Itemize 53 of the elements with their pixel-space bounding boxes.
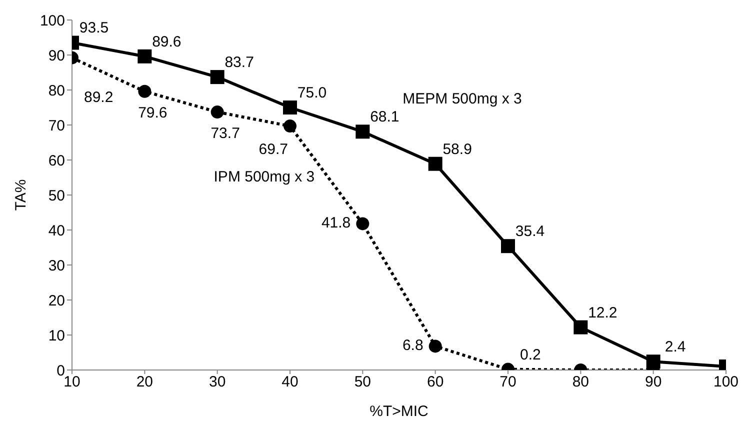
data-label: 2.4 <box>664 338 686 356</box>
x-tick-label: 90 <box>644 374 662 391</box>
x-tick-label: 50 <box>354 374 372 391</box>
data-label: 89.2 <box>84 88 114 106</box>
y-tick-label: 30 <box>48 257 65 274</box>
x-tick-label: 40 <box>282 374 298 391</box>
data-label: 79.6 <box>138 104 168 122</box>
x-axis-title: %T>MIC <box>370 403 429 420</box>
y-tick-label: 80 <box>48 82 65 100</box>
point <box>283 100 297 114</box>
y-tick-label: 90 <box>48 47 65 64</box>
point <box>428 156 442 171</box>
data-label: 12.2 <box>588 304 618 322</box>
data-label: 69.7 <box>258 141 288 158</box>
data-label: 58.9 <box>442 140 472 158</box>
y-tick-label: 20 <box>48 292 65 310</box>
y-tick-label: 100 <box>40 12 65 30</box>
point <box>356 217 370 230</box>
data-label: 41.8 <box>321 214 351 232</box>
data-label: 83.7 <box>224 54 254 72</box>
point <box>138 84 152 98</box>
y-tick-label: 70 <box>48 117 65 134</box>
point <box>210 106 224 119</box>
data-label: 0.2 <box>520 346 541 364</box>
point <box>138 49 152 64</box>
x-tick-label: 10 <box>64 374 80 391</box>
y-axis-title: TA% <box>12 179 30 211</box>
data-label: 68.1 <box>370 108 400 126</box>
x-tick-label: 20 <box>136 374 154 391</box>
data-label: 93.5 <box>79 20 109 37</box>
point <box>428 340 442 353</box>
point <box>501 239 515 254</box>
series-label: IPM 500mg x 3 <box>214 168 315 186</box>
x-tick-label: 80 <box>572 374 590 391</box>
data-label: 73.7 <box>210 125 240 142</box>
point <box>210 70 224 84</box>
data-label: 75.0 <box>297 84 327 102</box>
point <box>356 124 370 139</box>
y-tick-label: 50 <box>48 187 65 204</box>
data-label: 35.4 <box>515 223 545 240</box>
point <box>574 320 588 334</box>
y-tick-label: 40 <box>48 222 65 240</box>
y-tick-label: 10 <box>48 327 65 344</box>
data-label: 6.8 <box>402 337 424 354</box>
x-tick-label: 30 <box>208 374 226 391</box>
text: MEPM 500mg x 3 <box>402 90 522 108</box>
y-tick-label: 0 <box>56 362 65 380</box>
data-label: 89.6 <box>152 33 182 50</box>
x-tick-label: 60 <box>426 374 444 391</box>
x-tick-label: 70 <box>500 374 516 391</box>
x-tick-label: 100 <box>713 374 739 391</box>
point <box>284 120 296 133</box>
y-tick-label: 60 <box>48 152 65 170</box>
